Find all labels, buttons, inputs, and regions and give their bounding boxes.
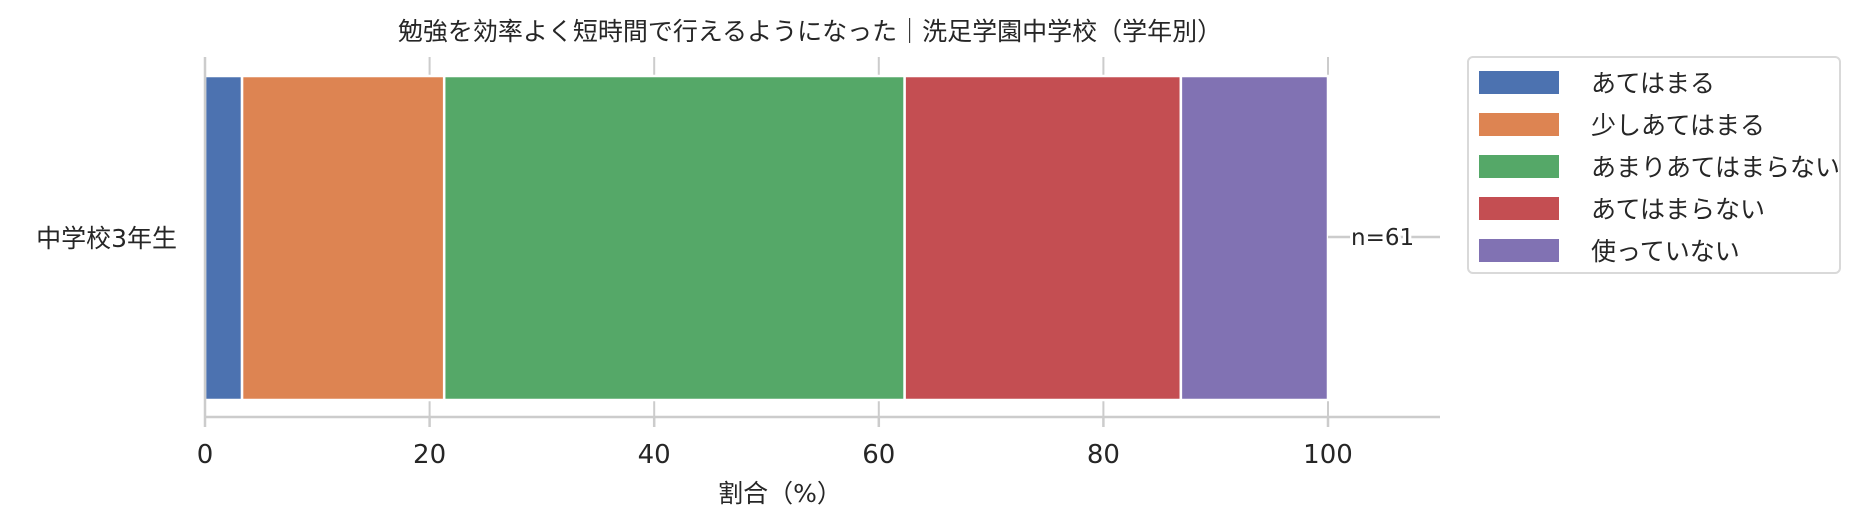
legend-swatch: [1479, 154, 1559, 178]
x-tick-label: 80: [1087, 440, 1120, 470]
category-label: 中学校3年生: [36, 224, 177, 253]
chart-title: 勉強を効率よく短時間で行えるようになった｜洗足学園中学校（学年別）: [398, 17, 1222, 46]
x-axis-label: 割合（%）: [718, 479, 842, 508]
legend: あてはまる少しあてはまるあまりあてはまらない あてはまらない 使っていない: [1467, 56, 1841, 274]
legend-item: あまりあてはまらない: [1479, 146, 1840, 186]
legend-item: あてはまらない: [1479, 188, 1765, 228]
legend-item: あてはまる: [1479, 62, 1715, 102]
bar-segment-0: [203, 74, 244, 402]
legend-item: 少しあてはまる: [1479, 104, 1765, 144]
x-tick-label: 40: [638, 440, 671, 470]
legend-label: 少しあてはまる: [1591, 111, 1766, 140]
x-tick-label: 60: [862, 440, 895, 470]
legend-label: あてはまらない: [1591, 195, 1766, 224]
bar-segments: [203, 74, 1330, 402]
legend-label: あてはまる: [1591, 69, 1716, 98]
bar-segment-1: [240, 74, 446, 402]
legend-swatch: [1479, 238, 1559, 262]
legend-swatch: [1479, 112, 1559, 136]
legend-swatch: [1479, 196, 1559, 220]
legend-swatch: [1479, 70, 1559, 94]
bar-segment-3: [903, 74, 1183, 402]
x-tick-label: 20: [413, 440, 446, 470]
x-ticks: 0 20 40 60 80 100: [197, 417, 1353, 470]
bar-segment-2: [442, 74, 906, 402]
x-tick-label: 0: [197, 440, 214, 470]
x-tick-label: 100: [1303, 440, 1353, 470]
legend-label: あまりあてはまらない: [1591, 153, 1841, 182]
legend-label: 使っていない: [1591, 237, 1740, 266]
bar-segment-4: [1179, 74, 1330, 402]
n-annotation: n=61: [1351, 225, 1414, 251]
legend-item: 使っていない: [1479, 230, 1740, 270]
